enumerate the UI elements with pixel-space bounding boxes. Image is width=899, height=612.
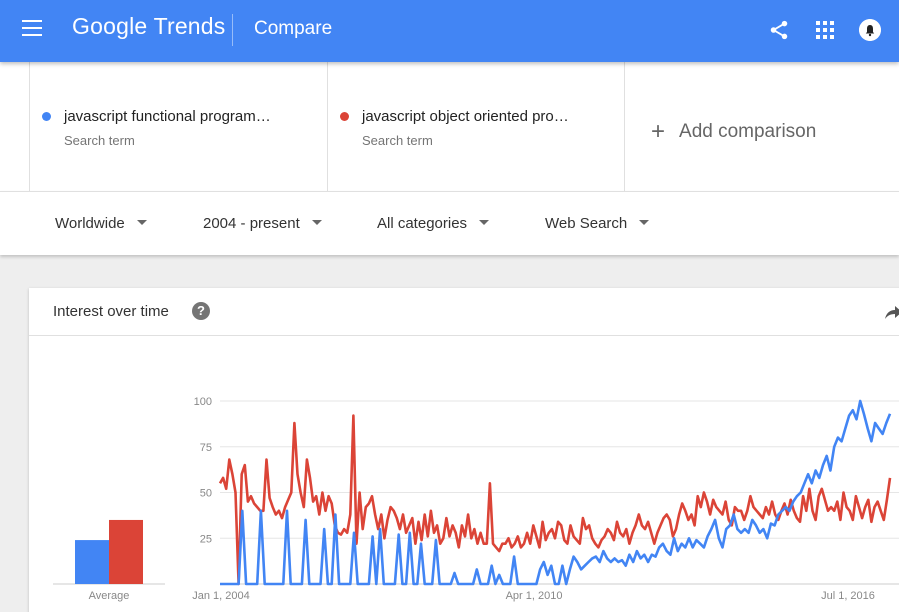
time-range-label: 2004 - present [203, 215, 300, 232]
google-trends-logo[interactable]: Google Trends [72, 13, 226, 40]
time-range-dropdown[interactable]: 2004 - present [203, 215, 322, 232]
chevron-down-icon [639, 220, 650, 225]
search-type-dropdown[interactable]: Web Search [545, 215, 650, 232]
term-card-2[interactable]: javascript object oriented pro… Search t… [328, 62, 625, 191]
average-label: Average [89, 590, 130, 602]
header-divider [232, 14, 233, 46]
x-tick-label: Jul 1, 2016 [821, 590, 875, 602]
term-name: javascript functional program… [64, 108, 271, 125]
x-tick-label: Jan 1, 2004 [192, 590, 250, 602]
term-color-dot [42, 112, 51, 121]
card-divider [29, 335, 899, 336]
y-tick-label: 75 [200, 442, 212, 454]
x-tick-label: Apr 1, 2010 [506, 590, 563, 602]
series-line [218, 414, 892, 586]
menu-icon[interactable] [22, 20, 42, 36]
app-header: Google Trends Compare [0, 0, 899, 62]
search-type-label: Web Search [545, 215, 628, 232]
page-title: Compare [254, 18, 333, 39]
notifications-icon[interactable] [859, 19, 881, 41]
share-arrow-icon[interactable] [885, 304, 899, 320]
logo-google: Google [72, 13, 148, 39]
region-dropdown[interactable]: Worldwide [55, 215, 147, 232]
apps-icon[interactable] [816, 21, 834, 39]
term-name: javascript object oriented pro… [362, 108, 569, 125]
y-tick-label: 25 [200, 533, 212, 545]
logo-trends: Trends [153, 13, 226, 39]
average-bar [109, 519, 143, 584]
term-card-1[interactable]: javascript functional program… Search te… [29, 62, 328, 191]
y-tick-label: 50 [200, 488, 212, 500]
interest-over-time-card: Interest over time ? [29, 288, 899, 612]
share-icon[interactable] [768, 19, 790, 41]
category-dropdown[interactable]: All categories [377, 215, 490, 232]
chevron-down-icon [479, 220, 490, 225]
plus-icon: + [651, 118, 666, 145]
interest-over-time-chart: 25 50 75 100 Average Jan 1, 2004 Apr 1, 2010 Ju… [53, 396, 899, 602]
card-title: Interest over time [53, 303, 169, 320]
category-label: All categories [377, 215, 468, 232]
filters-bar: Worldwide 2004 - present All categories … [0, 191, 899, 255]
term-type: Search term [362, 133, 433, 148]
chevron-down-icon [136, 220, 147, 225]
average-bar [75, 540, 109, 584]
series-line [220, 399, 892, 586]
term-color-dot [340, 112, 349, 121]
y-tick-label: 100 [194, 396, 212, 408]
add-comparison-button[interactable]: + Add comparison [651, 118, 816, 146]
search-terms-row: javascript functional program… Search te… [0, 62, 899, 191]
help-icon[interactable]: ? [192, 302, 210, 320]
region-label: Worldwide [55, 215, 125, 232]
chevron-down-icon [311, 220, 322, 225]
add-comparison-label: Add comparison [679, 121, 817, 142]
term-type: Search term [64, 133, 135, 148]
